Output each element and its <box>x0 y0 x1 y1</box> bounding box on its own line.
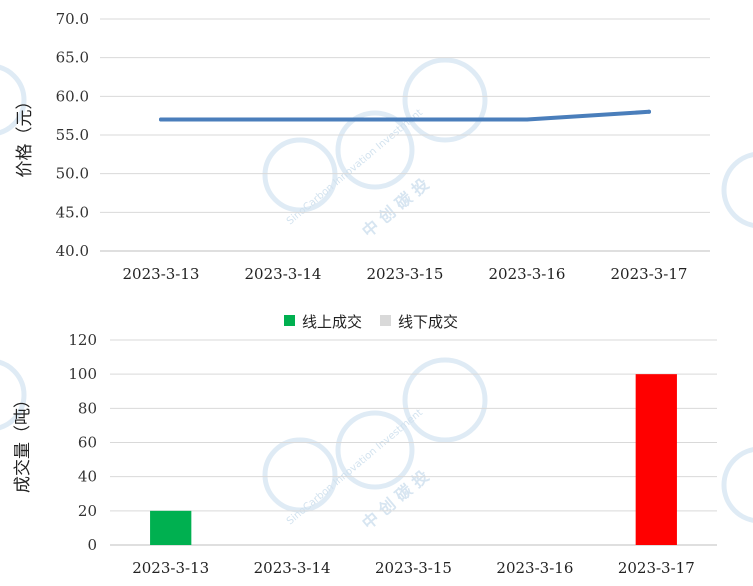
price-y-tick-label: 45.0 <box>56 203 89 221</box>
price-y-ticks: 40.0 45.0 50.0 55.0 60.0 65.0 70.0 <box>56 10 89 260</box>
legend-swatch-online <box>284 315 295 326</box>
volume-x-tick-label: 2023-3-15 <box>375 559 452 577</box>
price-y-tick-label: 65.0 <box>56 49 89 67</box>
watermark-text-en: SinoCarbon Innovation Investment <box>285 407 425 527</box>
volume-x-tick-label: 2023-3-16 <box>496 559 573 577</box>
volume-y-tick-label: 0 <box>87 536 97 554</box>
watermark-ring <box>721 152 753 228</box>
volume-y-tick-label: 60 <box>78 434 97 452</box>
volume-x-ticks: 2023-3-13 2023-3-14 2023-3-15 2023-3-16 2023… <box>132 559 695 577</box>
watermark-ring <box>402 357 488 443</box>
volume-y-tick-label: 40 <box>78 468 97 486</box>
volume-y-tick-label: 20 <box>78 502 97 520</box>
volume-x-tick-label: 2023-3-17 <box>618 559 695 577</box>
volume-y-ticks: 0 20 40 60 80 100 120 <box>68 331 97 554</box>
watermark-ring <box>0 359 27 431</box>
watermark-ring <box>0 64 27 136</box>
watermark-ring <box>721 447 753 523</box>
price-y-tick-label: 55.0 <box>56 126 89 144</box>
price-data-point <box>525 117 529 122</box>
volume-bar <box>635 374 677 545</box>
price-data-point <box>281 117 285 122</box>
volume-x-tick-label: 2023-3-14 <box>254 559 331 577</box>
price-x-tick-label: 2023-3-14 <box>245 265 322 283</box>
volume-x-tick-label: 2023-3-13 <box>132 559 209 577</box>
price-x-tick-label: 2023-3-15 <box>367 265 444 283</box>
price-y-tick-label: 70.0 <box>56 10 89 28</box>
price-x-ticks: 2023-3-13 2023-3-14 2023-3-15 2023-3-16 2023… <box>123 265 688 283</box>
watermark-ring <box>335 110 415 190</box>
volume-bars <box>150 374 677 545</box>
price-grid <box>100 18 710 252</box>
price-series <box>159 109 651 122</box>
volume-bar-chart: 成交量（吨） 线上成交 线下成交 0 20 40 60 80 100 120 2023-3-… <box>13 313 717 577</box>
price-y-tick-label: 50.0 <box>56 165 89 183</box>
price-y-axis-title: 价格（元） <box>15 93 35 178</box>
volume-y-tick-label: 100 <box>68 365 97 383</box>
price-data-point <box>647 109 651 114</box>
volume-legend: 线上成交 线下成交 <box>284 313 458 331</box>
legend-swatch-offline <box>380 315 391 326</box>
volume-y-tick-label: 80 <box>78 399 97 417</box>
watermark-ring <box>262 437 338 513</box>
volume-bar <box>150 510 192 545</box>
price-line-chart: 价格（元） 40.0 45.0 50.0 55.0 60.0 65.0 70.0 2023-… <box>15 10 710 283</box>
price-y-tick-label: 40.0 <box>56 242 89 260</box>
watermark-ring <box>402 57 488 143</box>
price-data-point <box>403 117 407 122</box>
watermark-ring <box>262 137 338 213</box>
watermark-ring <box>335 410 415 490</box>
volume-y-tick-label: 120 <box>68 331 97 349</box>
price-x-tick-label: 2023-3-16 <box>489 265 566 283</box>
legend-label-offline: 线下成交 <box>398 313 458 331</box>
price-x-tick-label: 2023-3-17 <box>611 265 688 283</box>
volume-y-axis-title: 成交量（吨） <box>13 391 33 493</box>
volume-grid <box>110 339 717 546</box>
price-y-tick-label: 60.0 <box>56 87 89 105</box>
price-x-tick-label: 2023-3-13 <box>123 265 200 283</box>
legend-label-online: 线上成交 <box>302 313 362 331</box>
price-data-point <box>159 117 163 122</box>
